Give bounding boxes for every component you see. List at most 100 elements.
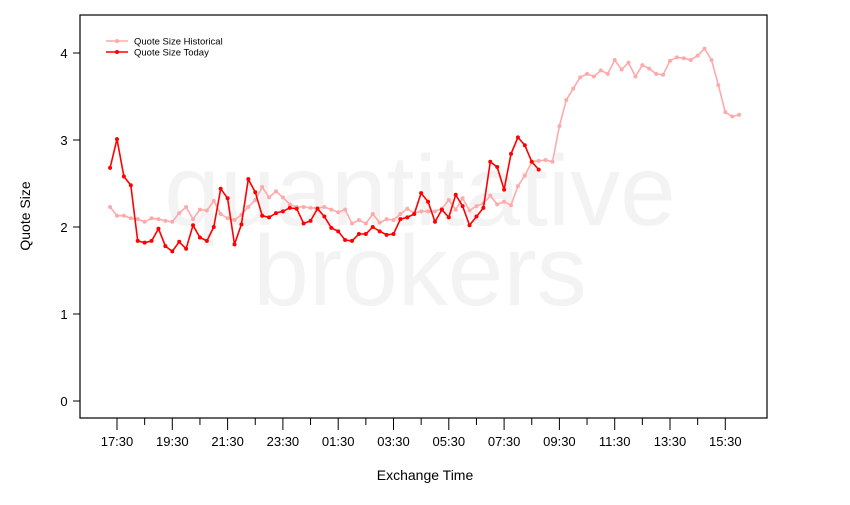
- data-point: [412, 211, 417, 216]
- data-point: [356, 218, 361, 223]
- data-point: [184, 204, 189, 209]
- data-point: [377, 220, 382, 225]
- series-historical: [108, 46, 742, 226]
- series-line: [109, 47, 740, 225]
- legend-label: Quote Size Historical: [134, 37, 223, 48]
- legend-marker: [115, 39, 119, 43]
- data-point: [115, 213, 119, 218]
- data-point: [509, 151, 514, 156]
- data-point: [502, 187, 507, 192]
- y-axis-label: Quote Size: [17, 181, 33, 250]
- data-point: [197, 235, 202, 240]
- data-point: [419, 209, 424, 214]
- data-point: [121, 213, 126, 218]
- x-tick-label: 01:30: [322, 434, 355, 449]
- x-tick-label: 19:30: [156, 434, 189, 449]
- data-point: [509, 203, 514, 208]
- data-point: [142, 240, 147, 245]
- data-point: [557, 124, 562, 129]
- data-point: [481, 205, 486, 210]
- data-point: [446, 198, 451, 203]
- data-point: [273, 189, 278, 194]
- data-point: [439, 207, 444, 212]
- data-point: [156, 226, 161, 231]
- data-point: [356, 231, 361, 236]
- data-point: [446, 215, 451, 220]
- data-point: [419, 191, 424, 196]
- data-point: [363, 221, 368, 226]
- data-point: [495, 202, 500, 207]
- data-point: [564, 97, 569, 102]
- data-point: [142, 219, 147, 224]
- data-point: [529, 159, 534, 164]
- data-point: [170, 219, 175, 224]
- data-point: [135, 238, 140, 243]
- y-tick-label: 1: [60, 307, 67, 322]
- data-point: [301, 221, 306, 226]
- data-point: [668, 58, 672, 63]
- data-point: [474, 214, 479, 219]
- data-point: [225, 216, 230, 221]
- y-tick-label: 2: [60, 220, 67, 235]
- data-point: [121, 174, 126, 179]
- data-point: [536, 158, 541, 163]
- data-point: [460, 204, 465, 209]
- data-point: [398, 211, 403, 216]
- data-point: [108, 165, 113, 170]
- data-point: [128, 183, 133, 188]
- x-tick-label: 03:30: [377, 434, 410, 449]
- data-point: [184, 246, 189, 251]
- data-point: [460, 196, 465, 201]
- data-point: [585, 71, 590, 76]
- series-lines: [108, 46, 742, 254]
- data-point: [128, 216, 133, 221]
- data-point: [267, 195, 272, 200]
- data-point: [591, 74, 596, 79]
- data-point: [515, 135, 520, 140]
- data-point: [225, 196, 230, 201]
- data-point: [163, 244, 168, 249]
- data-point: [605, 71, 610, 76]
- data-point: [626, 60, 631, 65]
- x-tick-label: 17:30: [101, 434, 134, 449]
- data-point: [253, 198, 258, 203]
- data-point: [391, 218, 396, 223]
- y-tick-label: 4: [60, 46, 67, 61]
- data-point: [737, 112, 742, 117]
- data-point: [723, 110, 728, 115]
- data-point: [280, 209, 285, 214]
- data-point: [267, 215, 272, 220]
- data-point: [681, 56, 686, 61]
- data-point: [674, 55, 679, 60]
- data-point: [453, 192, 458, 197]
- data-point: [115, 137, 119, 142]
- data-point: [108, 204, 113, 209]
- data-point: [377, 229, 382, 234]
- data-point: [294, 206, 299, 211]
- watermark: quantitative brokers: [164, 135, 675, 327]
- data-point: [177, 211, 182, 216]
- data-point: [702, 46, 707, 51]
- data-point: [239, 222, 244, 227]
- data-point: [191, 217, 196, 222]
- data-point: [197, 207, 202, 212]
- series-today: [108, 135, 541, 254]
- data-point: [598, 68, 603, 73]
- data-point: [135, 217, 140, 222]
- y-axis: 0 1 2 3 4: [60, 46, 80, 409]
- data-point: [405, 215, 410, 220]
- data-point: [502, 199, 507, 204]
- data-point: [488, 159, 493, 164]
- data-point: [695, 53, 700, 58]
- data-point: [170, 249, 175, 254]
- data-point: [398, 217, 403, 222]
- data-point: [322, 214, 327, 219]
- data-point: [232, 242, 237, 247]
- x-tick-label: 15:30: [709, 434, 742, 449]
- data-point: [211, 225, 216, 229]
- data-point: [550, 159, 555, 164]
- data-point: [370, 225, 375, 229]
- x-tick-label: 11:30: [599, 434, 631, 449]
- data-point: [246, 204, 251, 209]
